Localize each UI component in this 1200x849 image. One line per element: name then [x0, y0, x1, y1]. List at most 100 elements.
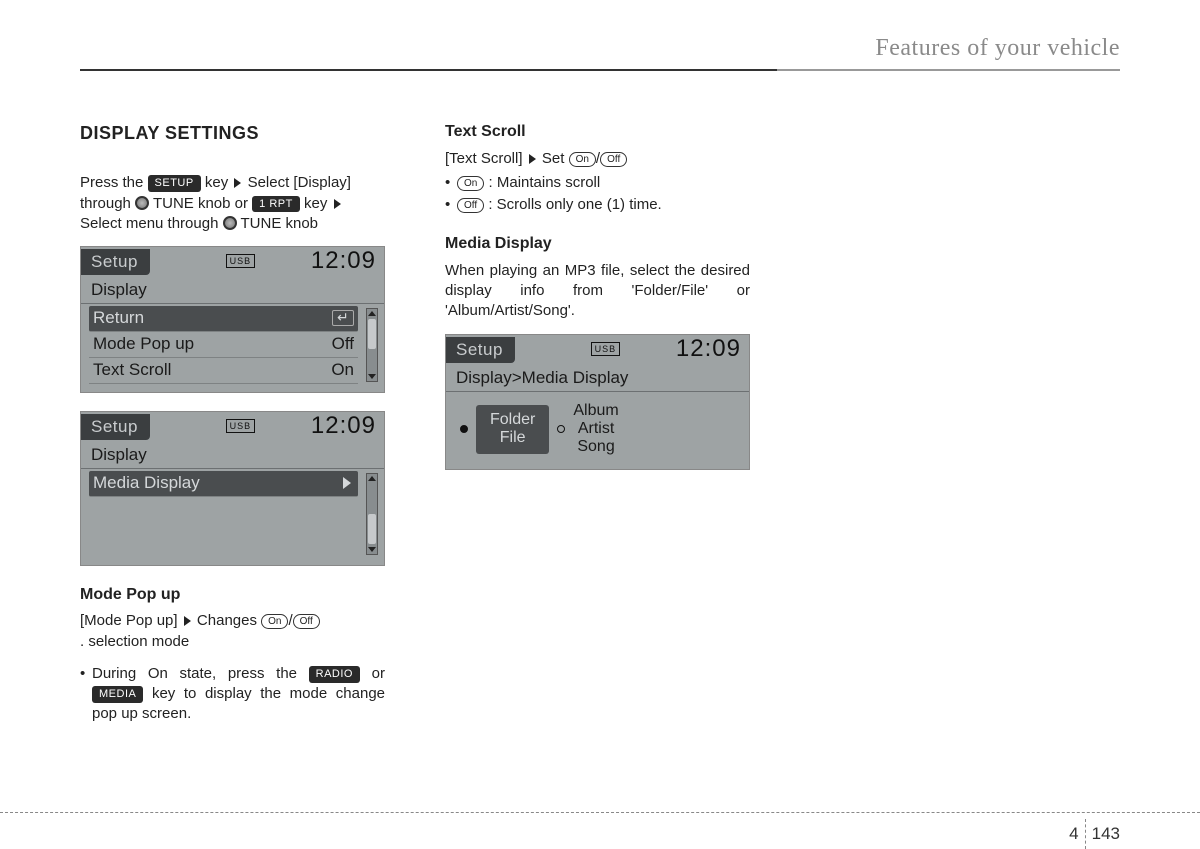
text: Song [573, 438, 618, 456]
usb-indicator: USB [226, 254, 256, 268]
off-pill: Off [457, 198, 484, 213]
lcd-menu-list: Media Display [81, 469, 384, 559]
scroll-thumb [368, 319, 376, 349]
text: During On state, press the [92, 665, 309, 682]
text: TUNE knob or [153, 195, 252, 212]
lcd-header: Setup USB 12:09 [446, 335, 749, 365]
radio-key-label: RADIO [309, 666, 360, 683]
bullet-item: On : Maintains scroll [445, 173, 750, 193]
off-pill: Off [600, 152, 627, 167]
media-option-folder-file: Folder File [476, 405, 549, 454]
tune-knob-icon [223, 216, 237, 230]
text: Press the [80, 174, 148, 191]
lcd-row-media-display: Media Display [89, 471, 358, 497]
text: . selection mode [80, 633, 189, 650]
mode-popup-bullets: During On state, press the RADIO or MEDI… [80, 664, 385, 725]
lcd-screen-media-display-options: Setup USB 12:09 Display>Media Display Fo… [445, 334, 750, 470]
arrow-icon [184, 616, 191, 626]
header-rule [80, 69, 1120, 71]
header-title: Features of your vehicle [875, 35, 1120, 62]
setup-key-label: SETUP [148, 175, 201, 192]
lcd-row-label: Return [93, 307, 144, 330]
off-pill: Off [293, 614, 320, 629]
text-scroll-bullets: On : Maintains scroll Off : Scrolls only… [445, 173, 750, 216]
lcd-row-label: Mode Pop up [93, 333, 194, 356]
lcd-row-value: On [331, 359, 354, 382]
radio-selected-icon [460, 425, 468, 433]
lcd-menu-list: Return Mode Pop up Off Text Scroll On [81, 304, 384, 386]
content-columns: DISPLAY SETTINGS Press the SETUP key Sel… [80, 121, 1120, 727]
on-pill: On [569, 152, 596, 167]
chevron-right-icon [343, 477, 351, 489]
column-left: DISPLAY SETTINGS Press the SETUP key Sel… [80, 121, 385, 727]
scroll-down-icon [368, 374, 376, 379]
lcd-row-label: Text Scroll [93, 359, 171, 382]
text: Set [542, 150, 569, 167]
mode-popup-line: [Mode Pop up] Changes On/Off . selection… [80, 611, 385, 652]
chapter-number: 4 [1069, 824, 1078, 844]
lcd-scrollbar [366, 473, 378, 555]
text: Changes [197, 612, 261, 629]
text: [Text Scroll] [445, 150, 523, 167]
text: [Mode Pop up] [80, 612, 178, 629]
text: Folder [490, 411, 535, 429]
intro-paragraph: Press the SETUP key Select [Display] thr… [80, 173, 385, 234]
return-icon [332, 310, 354, 326]
arrow-icon [234, 178, 241, 188]
lcd-row-mode-popup: Mode Pop up Off [89, 332, 358, 358]
on-pill: On [261, 614, 288, 629]
text: Artist [573, 420, 618, 438]
lcd-row-value: Off [332, 333, 354, 356]
lcd-scrollbar [366, 308, 378, 382]
subheading-mode-popup: Mode Pop up [80, 584, 385, 606]
arrow-icon [334, 199, 341, 209]
lcd-breadcrumb: Display [81, 442, 384, 469]
one-rpt-key-label: 1 RPT [252, 196, 300, 213]
lcd-screen-display-menu: Setup USB 12:09 Display Return Mode Pop … [80, 246, 385, 393]
lcd-header: Setup USB 12:09 [81, 247, 384, 277]
text: TUNE knob [241, 215, 319, 232]
scroll-thumb [368, 514, 376, 544]
text: : Scrolls only one (1) time. [488, 196, 661, 213]
usb-indicator: USB [591, 342, 621, 356]
page-footer: 4 143 [0, 812, 1200, 815]
lcd-screen-media-display-row: Setup USB 12:09 Display Media Display [80, 411, 385, 566]
text: File [490, 429, 535, 447]
lcd-clock: 12:09 [676, 333, 741, 365]
text: Album [573, 402, 618, 420]
lcd-media-options: Folder File Album Artist Song [446, 392, 749, 463]
lcd-setup-tab: Setup [446, 337, 515, 363]
lcd-breadcrumb: Display>Media Display [446, 365, 749, 392]
scroll-up-icon [368, 311, 376, 316]
subheading-text-scroll: Text Scroll [445, 121, 750, 143]
page-header: Features of your vehicle [80, 35, 1120, 65]
scroll-up-icon [368, 476, 376, 481]
bullet-item: Off : Scrolls only one (1) time. [445, 195, 750, 215]
text: Select menu through [80, 215, 223, 232]
text: key [304, 195, 327, 212]
lcd-row-text-scroll: Text Scroll On [89, 358, 358, 384]
lcd-clock: 12:09 [311, 245, 376, 277]
scroll-down-icon [368, 547, 376, 552]
on-pill: On [457, 176, 484, 191]
media-display-para: When playing an MP3 file, select the des… [445, 261, 750, 322]
text: or [372, 665, 385, 682]
tune-knob-icon [135, 196, 149, 210]
section-title-display-settings: DISPLAY SETTINGS [80, 121, 385, 145]
lcd-setup-tab: Setup [81, 249, 150, 275]
radio-unselected-icon [557, 425, 565, 433]
text-scroll-line: [Text Scroll] Set On/Off [445, 149, 750, 169]
lcd-clock: 12:09 [311, 410, 376, 442]
column-right: Text Scroll [Text Scroll] Set On/Off On … [445, 121, 750, 727]
text: : Maintains scroll [489, 174, 601, 191]
bullet-item: During On state, press the RADIO or MEDI… [80, 664, 385, 725]
lcd-setup-tab: Setup [81, 414, 150, 440]
lcd-header: Setup USB 12:09 [81, 412, 384, 442]
subheading-media-display: Media Display [445, 233, 750, 255]
media-option-album-artist-song: Album Artist Song [573, 402, 618, 457]
usb-indicator: USB [226, 419, 256, 433]
lcd-row-label: Media Display [93, 472, 200, 495]
lcd-row-return: Return [89, 306, 358, 332]
media-key-label: MEDIA [92, 686, 143, 703]
text: key [205, 174, 228, 191]
